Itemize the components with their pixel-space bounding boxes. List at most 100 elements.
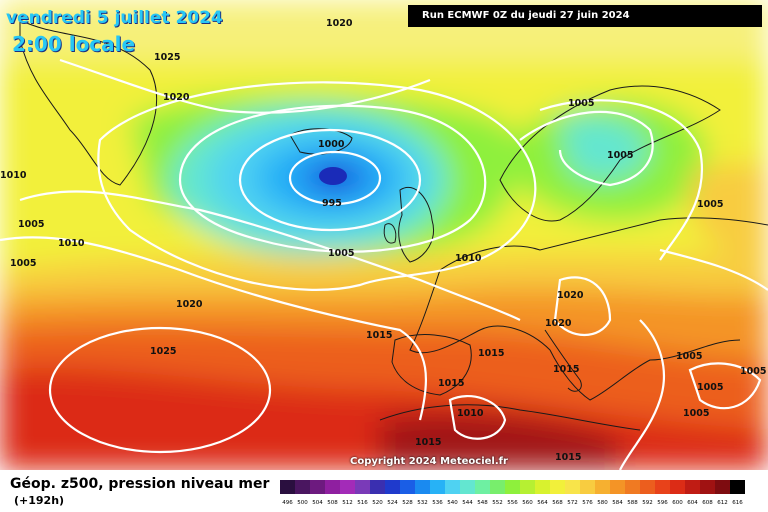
isobar-label: 1010 <box>457 408 484 419</box>
legend-swatch <box>295 480 310 494</box>
legend-swatch <box>565 480 580 494</box>
legend-swatch <box>445 480 460 494</box>
isobar-1025 <box>48 326 272 454</box>
legend-label: 496 <box>282 500 293 506</box>
isobar-label: 1005 <box>18 219 45 230</box>
legend-swatch <box>715 480 730 494</box>
isobar-label: 1015 <box>366 330 393 341</box>
british-isles-outline <box>398 187 434 263</box>
legend-label: 604 <box>687 500 698 506</box>
legend-label: 508 <box>327 500 338 506</box>
legend-swatch <box>475 480 490 494</box>
legend-swatch <box>535 480 550 494</box>
isobar-label: 1005 <box>697 199 724 210</box>
isobar-label: 1025 <box>150 346 177 357</box>
legend-swatch <box>505 480 520 494</box>
isobar-1015 <box>0 236 428 421</box>
legend-swatch <box>280 480 295 494</box>
legend-label: 556 <box>507 500 518 506</box>
isobar-label: 1000 <box>318 139 345 150</box>
legend-label: 616 <box>732 500 743 506</box>
legend-label: 600 <box>672 500 683 506</box>
legend-label: 544 <box>462 500 473 506</box>
legend-swatch <box>655 480 670 494</box>
legend-label: 564 <box>537 500 548 506</box>
scandinavia-outline <box>499 85 721 222</box>
isobar-label: 1020 <box>176 299 203 310</box>
forecast-date: vendredi 5 juillet 2024 <box>6 8 223 28</box>
legend-swatch <box>700 480 715 494</box>
copyright: Copyright 2024 Meteociel.fr <box>350 456 508 467</box>
weather-map <box>0 0 768 470</box>
isobar-label: 1010 <box>58 238 85 249</box>
legend-swatch <box>415 480 430 494</box>
variable-title: Géop. z500, pression niveau mer <box>10 476 270 492</box>
run-info: Run ECMWF 0Z du jeudi 27 juin 2024 <box>408 5 762 27</box>
legend-label: 608 <box>702 500 713 506</box>
isobar-label: 1020 <box>557 290 584 301</box>
isobar-label: 1015 <box>478 348 505 359</box>
legend-label: 532 <box>417 500 428 506</box>
isobar-label: 995 <box>322 198 342 209</box>
legend-swatch <box>355 480 370 494</box>
isobar-label: 1005 <box>607 150 634 161</box>
legend-label: 548 <box>477 500 488 506</box>
legend-label: 612 <box>717 500 728 506</box>
legend-label: 524 <box>387 500 398 506</box>
isobar-label: 1020 <box>163 92 190 103</box>
isobar-label: 1015 <box>553 364 580 375</box>
isobar-label: 1005 <box>10 258 37 269</box>
legend-swatch <box>520 480 535 494</box>
legend-label: 520 <box>372 500 383 506</box>
legend-swatch <box>595 480 610 494</box>
greenland-outline <box>19 19 158 186</box>
isobar-label: 1020 <box>545 318 572 329</box>
isobar-label: 1010 <box>0 170 27 181</box>
isobar-label: 1025 <box>154 52 181 63</box>
isobar-1005 <box>178 104 487 253</box>
isobar-label: 1015 <box>415 437 442 448</box>
isobar-label: 1005 <box>568 98 595 109</box>
legend-label: 568 <box>552 500 563 506</box>
isobar-label: 1005 <box>740 366 767 377</box>
legend-label: 592 <box>642 500 653 506</box>
iberia-outline <box>391 334 472 396</box>
legend-swatch <box>625 480 640 494</box>
isobar-label: 1005 <box>328 248 355 259</box>
legend-label: 588 <box>627 500 638 506</box>
legend-label: 552 <box>492 500 503 506</box>
legend-label: 580 <box>597 500 608 506</box>
legend-swatch <box>670 480 685 494</box>
isobar-label: 1020 <box>326 18 353 29</box>
legend-swatch <box>325 480 340 494</box>
color-legend: 496 500 504 508 512 516 520 524 528 532 536 540 544 5… <box>280 480 746 510</box>
legend-label: 536 <box>432 500 443 506</box>
legend-swatch <box>400 480 415 494</box>
legend-label: 500 <box>297 500 308 506</box>
europe-outline <box>409 217 768 401</box>
isobar-1000 <box>238 128 422 232</box>
legend-swatch <box>430 480 445 494</box>
legend-swatch <box>730 480 745 494</box>
isobar-label: 1015 <box>438 378 465 389</box>
isobar-1020 <box>19 190 521 321</box>
legend-swatch <box>610 480 625 494</box>
legend-swatch <box>580 480 595 494</box>
legend-label: 560 <box>522 500 533 506</box>
legend-swatch <box>340 480 355 494</box>
isobar-label: 1015 <box>555 452 582 463</box>
low-pressure-center <box>319 167 347 185</box>
legend-label: 512 <box>342 500 353 506</box>
lead-time: (+192h) <box>14 494 65 507</box>
legend-swatch <box>640 480 655 494</box>
legend-label: 596 <box>657 500 668 506</box>
legend-swatch <box>685 480 700 494</box>
isobar-label: 1005 <box>697 382 724 393</box>
legend-label: 540 <box>447 500 458 506</box>
isobar-1010 <box>97 81 537 291</box>
legend-label: 584 <box>612 500 623 506</box>
isobar-995 <box>288 150 382 206</box>
legend-swatch <box>550 480 565 494</box>
legend-swatch <box>490 480 505 494</box>
isobar-label: 1010 <box>455 253 482 264</box>
